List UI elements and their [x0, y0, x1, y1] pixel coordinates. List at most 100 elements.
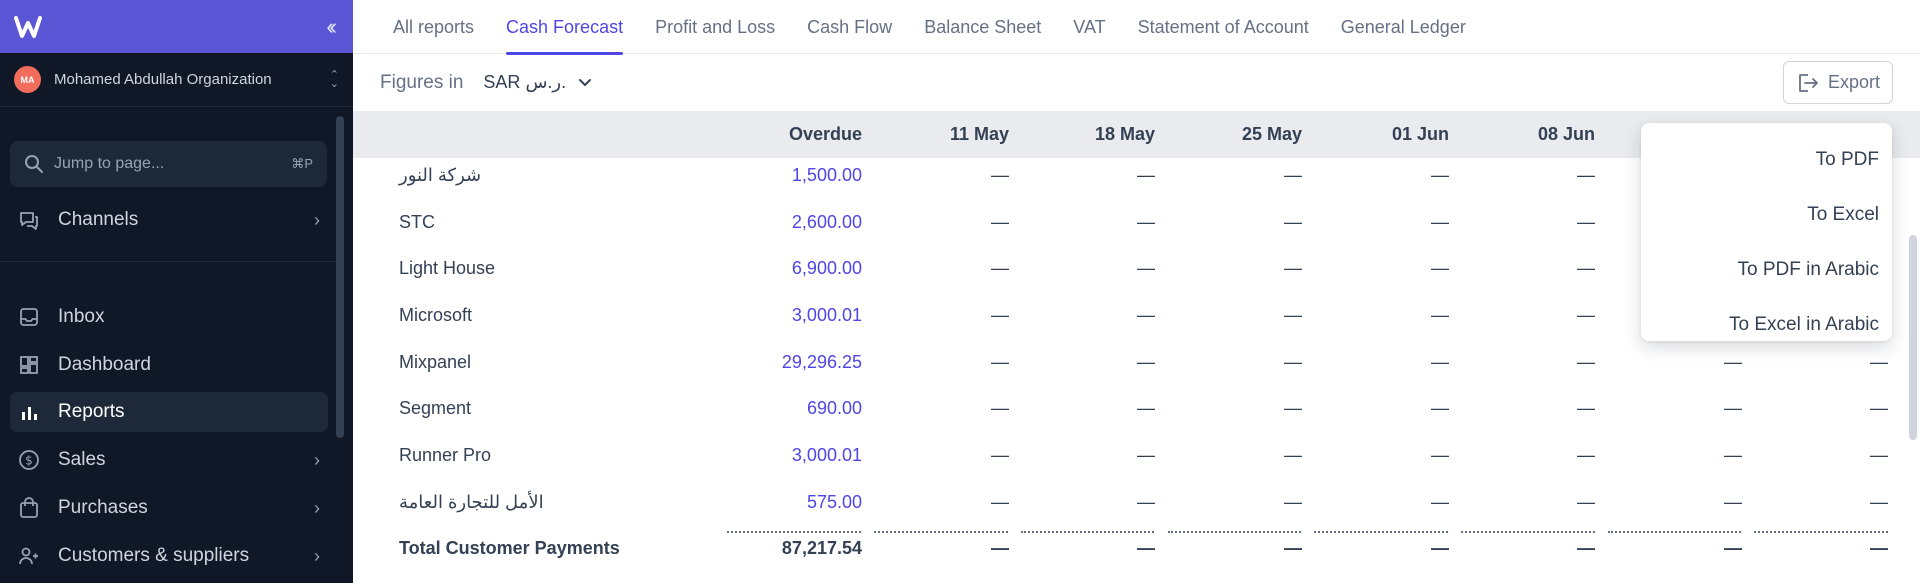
empty-value: —	[1284, 352, 1302, 372]
empty-value: —	[991, 538, 1009, 558]
overdue-value[interactable]: 1,500.00	[791, 165, 862, 185]
tab-profit-and-loss[interactable]: Profit and Loss	[655, 16, 776, 37]
menu-item-to-pdf[interactable]: To PDF	[1815, 148, 1879, 170]
table-row: STC 2,600.00 — — — — —	[353, 199, 1920, 245]
tab-cash-flow[interactable]: Cash Flow	[807, 16, 893, 37]
total-separator	[1608, 531, 1741, 533]
double-chevron-left-icon[interactable]: ‹‹	[326, 13, 336, 39]
overdue-value[interactable]: 3,000.01	[791, 445, 862, 465]
empty-value: —	[1284, 165, 1302, 185]
customer-name: STC	[399, 212, 435, 232]
sidebar-item-dashboard[interactable]: Dashboard	[10, 345, 328, 385]
menu-item-to-pdf-arabic[interactable]: To PDF in Arabic	[1737, 258, 1880, 280]
chevron-up-down-icon: ⌃ ⌄	[329, 68, 339, 90]
figures-label: Figures in	[380, 71, 464, 93]
sidebar-item-inbox[interactable]: Inbox	[10, 297, 328, 337]
empty-value: —	[1577, 258, 1595, 278]
total-overdue-value: 87,217.54	[781, 538, 862, 558]
empty-value: —	[1284, 258, 1302, 278]
sidebar-item-purchases[interactable]: Purchases ›	[10, 488, 328, 528]
empty-value: —	[1137, 352, 1155, 372]
customer-name: Runner Pro	[399, 445, 492, 465]
inbox-icon	[18, 306, 40, 328]
sidebar: ‹‹ MA Mohamed Abdullah Organization ⌃ ⌄ J…	[0, 0, 353, 583]
search-placeholder: Jump to page...	[54, 155, 165, 172]
table-row: Light House 6,900.00 — — — — —	[353, 245, 1920, 291]
empty-value: —	[1870, 445, 1888, 465]
overdue-value[interactable]: 575.00	[806, 492, 862, 512]
sidebar-header: ‹‹	[0, 0, 353, 53]
app-logo[interactable]	[14, 12, 44, 42]
table-row-total: Total Customer Payments 87,217.54 — — — …	[353, 525, 1920, 571]
column-header-25-may: 25 May	[1241, 124, 1302, 144]
empty-value: —	[1577, 398, 1595, 418]
sidebar-item-label: Inbox	[58, 306, 105, 327]
table-row: Runner Pro 3,000.01 — — — — — — —	[353, 432, 1920, 478]
empty-value: —	[1577, 352, 1595, 372]
sidebar-item-label: Reports	[58, 401, 125, 422]
empty-value: —	[991, 445, 1009, 465]
column-header-18-may: 18 May	[1094, 124, 1155, 144]
overdue-value[interactable]: 2,600.00	[791, 212, 862, 232]
bag-icon	[18, 497, 40, 519]
empty-value: —	[1431, 165, 1449, 185]
content-scrollbar[interactable]	[1909, 235, 1917, 440]
empty-value: —	[1431, 212, 1449, 232]
overdue-value[interactable]: 29,296.25	[781, 352, 862, 372]
tab-balance-sheet[interactable]: Balance Sheet	[924, 16, 1042, 37]
empty-value: —	[1137, 212, 1155, 232]
empty-value: —	[1724, 445, 1742, 465]
sidebar-scrollbar[interactable]	[336, 116, 344, 438]
empty-value: —	[1284, 538, 1302, 558]
sidebar-item-label: Customers & suppliers	[58, 545, 250, 566]
users-icon	[18, 545, 40, 567]
menu-item-to-excel[interactable]: To Excel	[1807, 203, 1879, 225]
empty-value: —	[1431, 305, 1449, 325]
customer-name: Segment	[399, 398, 472, 418]
empty-value: —	[1137, 445, 1155, 465]
empty-value: —	[1431, 538, 1449, 558]
empty-value: —	[1284, 398, 1302, 418]
sidebar-item-label: Dashboard	[58, 354, 151, 375]
chevron-right-icon: ›	[314, 449, 320, 470]
column-header-11-may: 11 May	[949, 124, 1009, 144]
report-tabs: All reports Cash Forecast Profit and Los…	[353, 0, 1920, 55]
empty-value: —	[991, 305, 1009, 325]
export-label: Export	[1827, 72, 1881, 92]
tab-statement-of-account[interactable]: Statement of Account	[1137, 16, 1309, 37]
chevron-down-icon	[578, 75, 592, 91]
overdue-value[interactable]: 3,000.01	[791, 305, 862, 325]
column-header-08-jun: 08 Jun	[1537, 124, 1595, 144]
total-separator	[1021, 531, 1154, 533]
overdue-value[interactable]: 690.00	[806, 398, 862, 418]
table-row: Mixpanel 29,296.25 — — — — — — —	[353, 339, 1920, 385]
menu-item-to-excel-arabic[interactable]: To Excel in Arabic	[1729, 313, 1879, 335]
empty-value: —	[1431, 258, 1449, 278]
empty-value: —	[1284, 445, 1302, 465]
empty-value: —	[1137, 398, 1155, 418]
chevron-right-icon: ›	[314, 545, 320, 566]
currency-select[interactable]: SAR ر.س.	[483, 72, 592, 93]
sidebar-item-sales[interactable]: $ Sales ›	[10, 440, 328, 480]
empty-value: —	[1284, 492, 1302, 512]
search-input[interactable]: Jump to page... ⌘P	[10, 141, 327, 187]
overdue-value[interactable]: 6,900.00	[791, 258, 862, 278]
sidebar-item-reports[interactable]: Reports	[10, 392, 328, 432]
export-button[interactable]: Export	[1783, 61, 1893, 104]
tab-cash-forecast[interactable]: Cash Forecast	[506, 0, 624, 55]
customer-name: Light House	[399, 258, 496, 278]
org-switcher[interactable]: MA Mohamed Abdullah Organization ⌃ ⌄	[0, 53, 353, 107]
total-separator	[1461, 531, 1595, 533]
tab-vat[interactable]: VAT	[1073, 16, 1106, 37]
tab-all-reports[interactable]: All reports	[393, 16, 475, 37]
total-separator	[874, 531, 1008, 533]
sidebar-item-customers-suppliers[interactable]: Customers & suppliers ›	[10, 536, 328, 576]
empty-value: —	[1577, 445, 1595, 465]
empty-value: —	[1137, 305, 1155, 325]
sidebar-item-label: Sales	[58, 449, 106, 470]
sidebar-item-channels[interactable]: Channels ›	[10, 200, 328, 240]
empty-value: —	[1724, 352, 1742, 372]
tab-general-ledger[interactable]: General Ledger	[1340, 16, 1466, 37]
table-row: Microsoft 3,000.01 — — — — —	[353, 292, 1920, 338]
currency-value: SAR ر.س.	[483, 72, 567, 92]
